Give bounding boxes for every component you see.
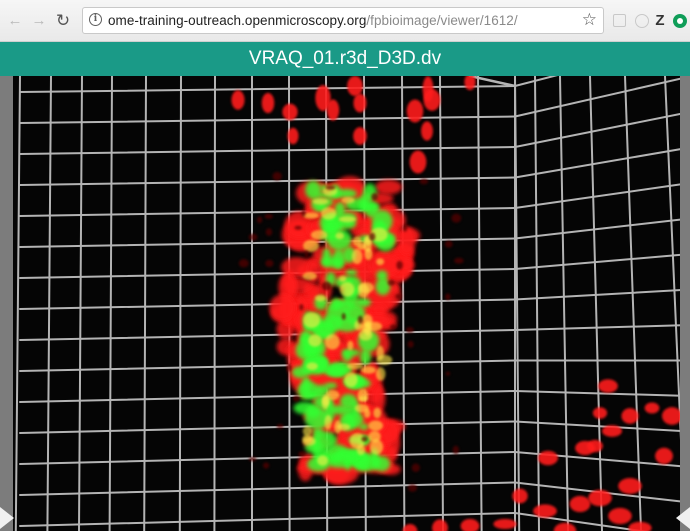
puzzle-extension-icon[interactable] (611, 12, 629, 30)
reload-icon[interactable]: ↻ (55, 11, 71, 30)
green-circle-extension-icon[interactable] (671, 12, 689, 30)
circle-extension-icon[interactable] (633, 12, 651, 30)
back-arrow-icon[interactable]: ← (7, 12, 23, 29)
info-icon[interactable]: i (89, 13, 102, 26)
url-text[interactable]: ome-training-outreach.openmicroscopy.org… (108, 13, 518, 28)
play-right-icon[interactable] (0, 507, 14, 529)
star-icon[interactable]: ☆ (581, 10, 597, 29)
browser-toolbar: ← → ↻ i ome-training-outreach.openmicros… (0, 0, 690, 42)
forward-arrow-icon[interactable]: → (31, 12, 47, 29)
volume-render[interactable] (0, 76, 690, 531)
url-host: ome-training-outreach.openmicroscopy.org (108, 13, 367, 28)
address-bar[interactable]: i ome-training-outreach.openmicroscopy.o… (82, 7, 604, 34)
left-scroll-bar[interactable] (0, 76, 13, 531)
fluorescence-blobs (231, 76, 683, 531)
3d-viewer-canvas[interactable] (0, 76, 690, 531)
zotero-icon[interactable]: Z (655, 12, 665, 29)
image-title: VRAQ_01.r3d_D3D.dv (248, 48, 442, 69)
play-left-icon[interactable] (676, 507, 690, 529)
right-scroll-bar[interactable] (680, 76, 690, 531)
viewer-title-bar: VRAQ_01.r3d_D3D.dv (0, 42, 690, 76)
url-path: /fpbioimage/viewer/1612/ (366, 13, 518, 28)
